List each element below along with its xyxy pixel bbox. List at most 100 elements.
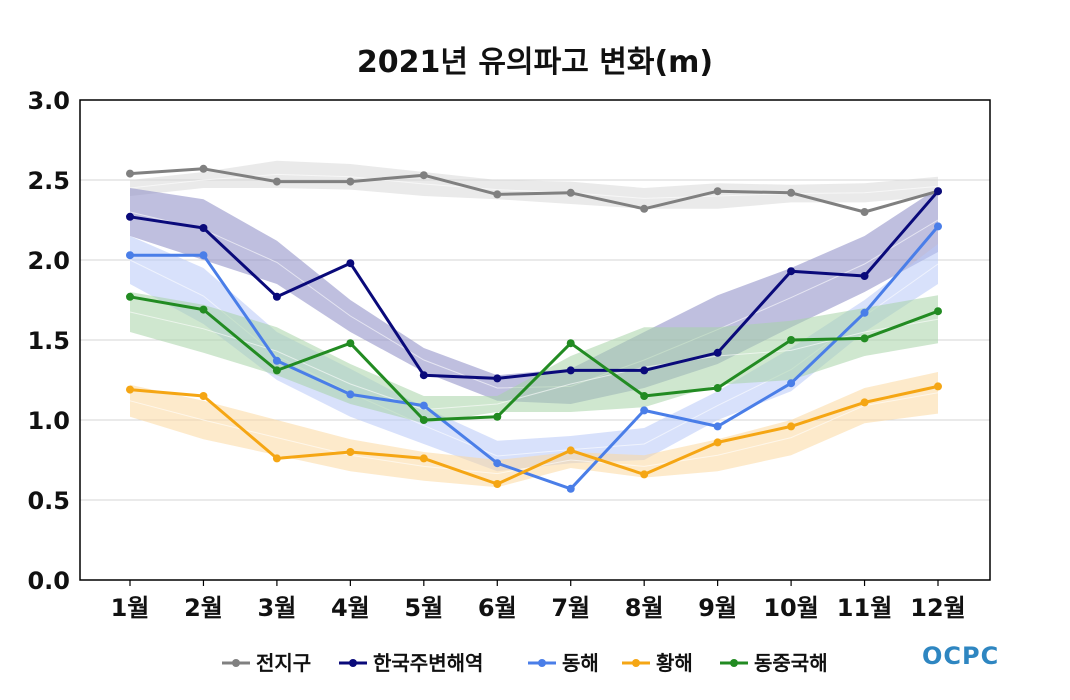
data-point xyxy=(419,416,428,424)
legend-label: 한국주변해역 xyxy=(373,651,483,675)
data-point xyxy=(713,348,722,357)
data-point xyxy=(493,412,502,421)
plot-frame xyxy=(79,99,991,581)
data-point xyxy=(860,308,869,317)
x-tick-label: 12월 xyxy=(910,594,965,622)
line-layer xyxy=(126,164,942,493)
data-point xyxy=(860,334,869,343)
data-point xyxy=(126,251,134,260)
x-tick-label: 1월 xyxy=(111,594,150,622)
data-point xyxy=(199,392,208,400)
data-point xyxy=(272,366,281,375)
data-point xyxy=(493,459,502,468)
data-point xyxy=(272,356,281,365)
legend-swatch-marker xyxy=(632,659,640,667)
legend-label: 동해 xyxy=(562,651,599,675)
band-series-2 xyxy=(130,236,938,472)
data-point xyxy=(787,188,796,197)
series-line-4 xyxy=(129,295,939,422)
band-series-3 xyxy=(130,372,938,488)
data-point xyxy=(346,448,355,456)
data-point xyxy=(566,188,575,197)
band-series-4 xyxy=(130,292,938,424)
ocpc-logo: OCPC xyxy=(922,642,998,670)
data-point xyxy=(860,272,869,280)
chart-title: 2021년 유의파고 변화(m) xyxy=(357,45,713,80)
data-point xyxy=(934,307,942,316)
series-line-0 xyxy=(129,167,939,214)
y-tick-label: 2.0 xyxy=(27,247,70,275)
data-point xyxy=(493,190,502,199)
data-point xyxy=(787,379,796,388)
data-point xyxy=(566,484,575,493)
x-tick-label: 6월 xyxy=(478,594,517,622)
y-tick-label: 1.5 xyxy=(27,327,70,355)
data-point xyxy=(272,292,281,301)
x-tick-label: 9월 xyxy=(698,594,737,622)
data-point xyxy=(713,384,722,392)
x-axis: 1월 2월 3월 4월 5월 6월 7월 8월 9월 10월 11월 12월 xyxy=(111,580,966,622)
data-point xyxy=(713,422,722,431)
data-point xyxy=(860,208,869,216)
data-point xyxy=(640,406,649,415)
band-mean-0 xyxy=(129,173,939,199)
data-point xyxy=(566,339,575,348)
data-point xyxy=(493,374,502,383)
y-tick-label: 3.0 xyxy=(27,87,70,115)
data-point xyxy=(419,371,428,380)
data-point xyxy=(272,454,281,463)
data-point xyxy=(126,169,134,178)
y-tick-label: 0.5 xyxy=(27,487,70,515)
data-point xyxy=(640,470,649,479)
band-series-0 xyxy=(130,160,938,209)
x-tick-label: 5월 xyxy=(404,594,443,622)
data-point xyxy=(934,187,942,196)
data-point xyxy=(346,390,355,399)
data-point xyxy=(787,336,796,344)
legend-swatch-marker xyxy=(232,659,240,667)
legend-swatch-marker xyxy=(349,659,357,667)
y-tick-label: 2.5 xyxy=(27,167,70,195)
data-point xyxy=(860,398,869,407)
data-point xyxy=(199,305,208,314)
band-layer xyxy=(129,160,939,488)
data-point xyxy=(346,339,355,348)
data-point xyxy=(566,446,575,455)
data-point xyxy=(199,164,208,173)
x-tick-label: 3월 xyxy=(258,594,297,622)
y-axis: 0.0 0.5 1.0 1.5 2.0 2.5 3.0 xyxy=(27,87,70,595)
legend-label: 전지구 xyxy=(256,651,311,675)
data-point xyxy=(713,438,722,447)
data-point xyxy=(419,401,428,410)
data-point xyxy=(419,171,428,180)
data-point xyxy=(640,392,649,400)
y-tick-label: 1.0 xyxy=(27,407,70,435)
band-mean-4 xyxy=(129,311,939,411)
data-point xyxy=(419,454,428,463)
series-line-1 xyxy=(129,190,940,380)
x-tick-label: 11월 xyxy=(837,594,892,622)
data-point xyxy=(787,267,796,276)
legend-label: 동중국해 xyxy=(754,651,828,675)
data-point xyxy=(126,292,134,301)
data-point xyxy=(787,422,796,431)
legend-swatch-marker xyxy=(538,659,546,667)
data-point xyxy=(934,222,942,231)
data-point xyxy=(346,259,355,268)
data-point xyxy=(199,251,208,260)
x-tick-label: 7월 xyxy=(551,594,590,622)
data-point xyxy=(566,366,575,375)
x-tick-label: 4월 xyxy=(331,594,370,622)
band-series-1 xyxy=(130,188,938,404)
data-point xyxy=(199,224,208,232)
legend: 전지구 한국주변해역 동해 황해 동중국해 xyxy=(222,651,828,675)
series-line-2 xyxy=(130,225,940,491)
legend-swatch-marker xyxy=(730,659,738,667)
y-tick-label: 0.0 xyxy=(27,567,70,595)
x-tick-label: 8월 xyxy=(625,594,664,622)
data-point xyxy=(493,480,502,488)
data-point xyxy=(713,187,722,196)
series-line-3 xyxy=(129,384,939,486)
data-point xyxy=(640,366,649,375)
